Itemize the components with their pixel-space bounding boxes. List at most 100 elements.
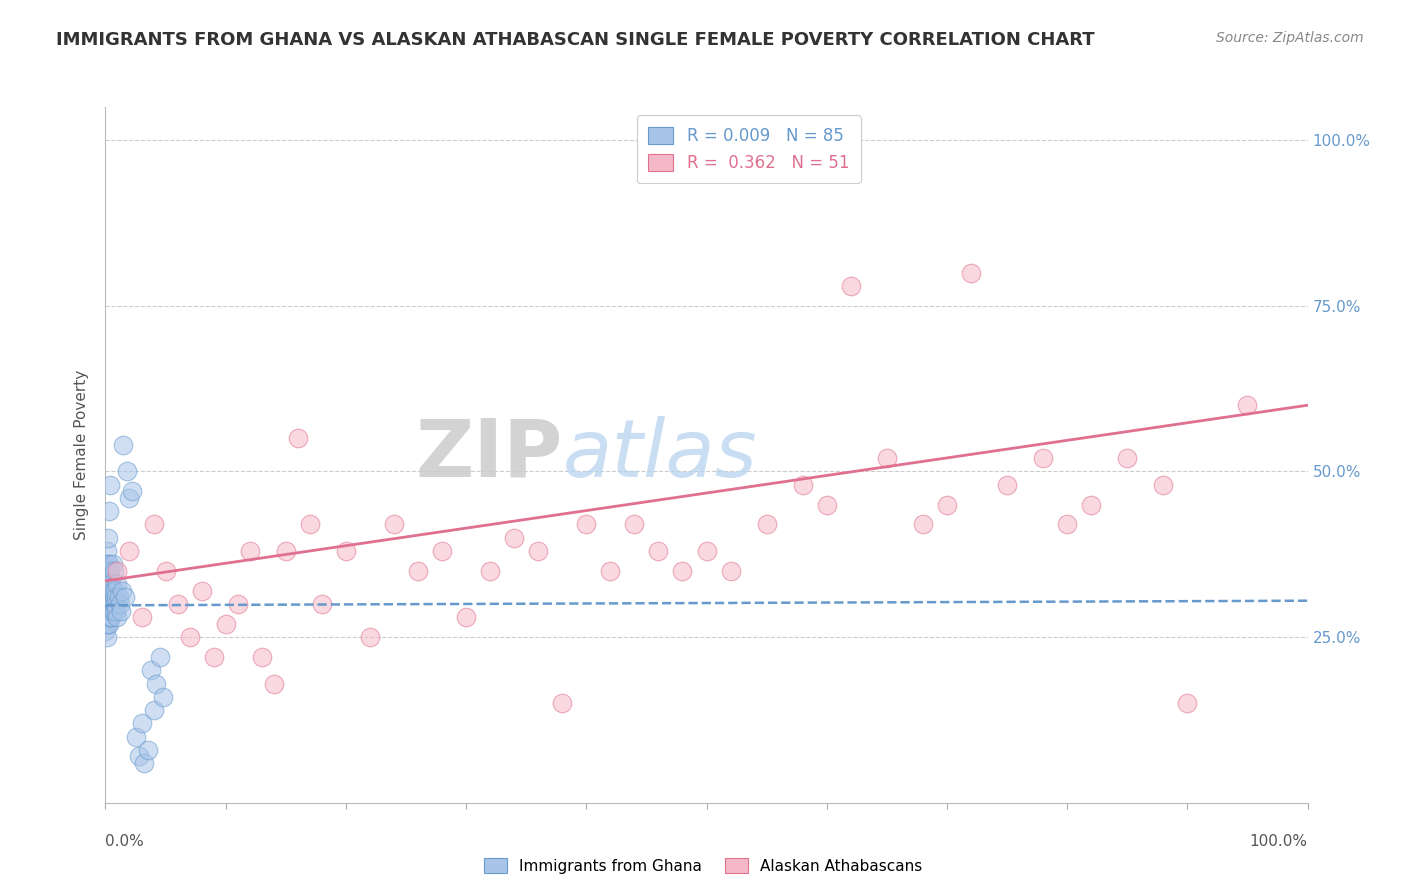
- Point: [107, 577, 129, 591]
- Point: [107, 610, 129, 624]
- Point: [148, 650, 170, 665]
- Point: [103, 564, 125, 578]
- Point: [94, 604, 117, 618]
- Point: [96, 604, 118, 618]
- Point: [876, 451, 898, 466]
- Point: [118, 544, 141, 558]
- Point: [98, 558, 121, 572]
- Point: [100, 604, 122, 618]
- Point: [551, 697, 574, 711]
- Point: [103, 604, 125, 618]
- Point: [94, 583, 117, 598]
- Point: [100, 591, 122, 605]
- Point: [97, 577, 120, 591]
- Point: [97, 616, 120, 631]
- Text: IMMIGRANTS FROM GHANA VS ALASKAN ATHABASCAN SINGLE FEMALE POVERTY CORRELATION CH: IMMIGRANTS FROM GHANA VS ALASKAN ATHABAS…: [56, 31, 1095, 49]
- Point: [98, 604, 121, 618]
- Point: [96, 564, 118, 578]
- Text: ZIP: ZIP: [415, 416, 562, 494]
- Point: [1080, 498, 1102, 512]
- Point: [250, 650, 273, 665]
- Point: [720, 564, 742, 578]
- Point: [104, 583, 127, 598]
- Point: [647, 544, 669, 558]
- Point: [136, 743, 159, 757]
- Point: [139, 663, 162, 677]
- Point: [527, 544, 550, 558]
- Point: [226, 597, 249, 611]
- Point: [911, 517, 934, 532]
- Point: [152, 690, 174, 704]
- Point: [1236, 398, 1258, 412]
- Point: [94, 577, 117, 591]
- Point: [96, 630, 118, 644]
- Point: [202, 650, 225, 665]
- Point: [118, 491, 141, 505]
- Point: [107, 591, 129, 605]
- Point: [101, 604, 124, 618]
- Point: [623, 517, 645, 532]
- Point: [1175, 697, 1198, 711]
- Point: [166, 597, 188, 611]
- Point: [960, 266, 983, 280]
- Point: [97, 604, 120, 618]
- Point: [142, 517, 165, 532]
- Point: [96, 610, 118, 624]
- Point: [104, 597, 127, 611]
- Point: [145, 676, 167, 690]
- Point: [839, 279, 862, 293]
- Point: [96, 544, 118, 558]
- Point: [98, 477, 121, 491]
- Point: [1116, 451, 1139, 466]
- Point: [94, 597, 117, 611]
- Point: [101, 583, 124, 598]
- Point: [96, 616, 118, 631]
- Point: [111, 583, 134, 598]
- Point: [98, 577, 121, 591]
- Point: [792, 477, 814, 491]
- Point: [94, 564, 117, 578]
- Legend: Immigrants from Ghana, Alaskan Athabascans: Immigrants from Ghana, Alaskan Athabasca…: [478, 852, 928, 880]
- Point: [214, 616, 236, 631]
- Point: [98, 597, 121, 611]
- Point: [239, 544, 262, 558]
- Point: [98, 591, 121, 605]
- Point: [274, 544, 297, 558]
- Point: [114, 591, 136, 605]
- Point: [503, 531, 526, 545]
- Point: [101, 558, 124, 572]
- Point: [263, 676, 285, 690]
- Point: [97, 583, 120, 598]
- Point: [94, 616, 117, 631]
- Point: [179, 630, 201, 644]
- Point: [97, 610, 120, 624]
- Point: [190, 583, 212, 598]
- Point: [97, 564, 120, 578]
- Point: [142, 703, 165, 717]
- Point: [96, 597, 118, 611]
- Y-axis label: Single Female Poverty: Single Female Poverty: [75, 370, 90, 540]
- Point: [97, 591, 120, 605]
- Point: [98, 504, 121, 518]
- Point: [96, 604, 118, 618]
- Point: [479, 564, 502, 578]
- Point: [131, 716, 153, 731]
- Point: [98, 604, 121, 618]
- Point: [430, 544, 453, 558]
- Point: [105, 604, 128, 618]
- Point: [936, 498, 959, 512]
- Point: [132, 756, 155, 770]
- Point: [96, 591, 118, 605]
- Point: [96, 558, 118, 572]
- Point: [94, 624, 117, 638]
- Point: [599, 564, 621, 578]
- Point: [98, 616, 121, 631]
- Point: [107, 564, 129, 578]
- Text: Source: ZipAtlas.com: Source: ZipAtlas.com: [1216, 31, 1364, 45]
- Text: atlas: atlas: [562, 416, 756, 494]
- Point: [696, 544, 718, 558]
- Point: [298, 517, 321, 532]
- Point: [98, 564, 121, 578]
- Point: [96, 583, 118, 598]
- Point: [105, 591, 128, 605]
